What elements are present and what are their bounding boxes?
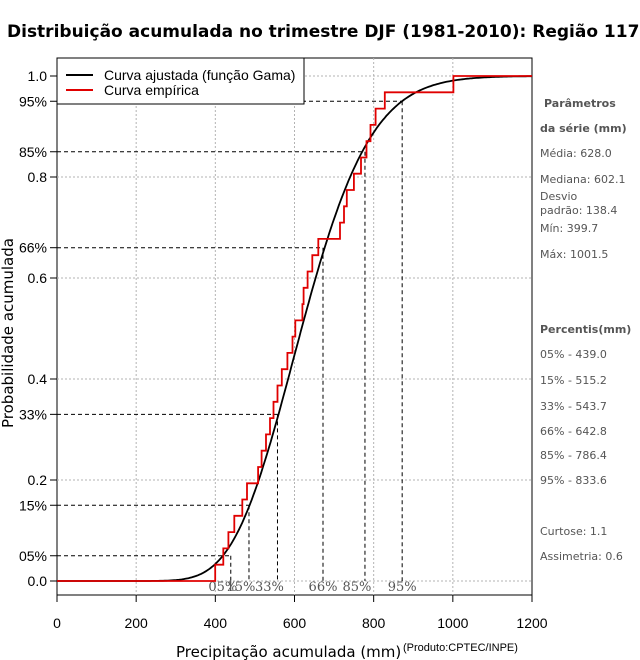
- x-tick-label: 1200: [516, 615, 547, 631]
- y-tick-label: 0.0: [28, 573, 48, 589]
- y-tick-label: 0.6: [28, 270, 48, 286]
- x-tick-label: 600: [283, 615, 307, 631]
- percentile-axis-label: 95%: [388, 580, 417, 595]
- percentil-66: 66% - 642.8: [540, 425, 607, 438]
- credit-text: (Produto:CPTEC/INPE): [403, 642, 518, 654]
- legend: Curva ajustada (função Gama) Curva empír…: [56, 57, 305, 105]
- percentile-axis-label: 85%: [343, 580, 372, 595]
- legend-label-empirical: Curva empírica: [104, 82, 199, 98]
- percentile-guides: 05%15% 33% 66% 85% 95%: [57, 100, 417, 595]
- y-tick-label: 1.0: [28, 68, 48, 84]
- percentil-85: 85% - 786.4: [540, 449, 607, 462]
- x-tick-label: 1000: [437, 615, 468, 631]
- percentil-15: 15% - 515.2: [540, 374, 607, 387]
- percentile-axis-label: 05%: [208, 580, 237, 595]
- x-axis-ticks: 0 200 400 600 800 1000 1200: [53, 595, 548, 631]
- y-tick-label: 85%: [19, 144, 47, 160]
- stat-min: Mín: 399.7: [540, 222, 598, 235]
- percentile-axis-label: 33%: [255, 580, 284, 595]
- x-tick-label: 800: [362, 615, 386, 631]
- percentis-title: Percentis(mm): [540, 323, 631, 336]
- x-tick-label: 400: [204, 615, 228, 631]
- y-axis-ticks: 0.0 05% 15% 0.2 33% 0.4 0.6 66% 0.8 85% 95% 1.0: [19, 68, 57, 589]
- y-tick-label: 0.2: [28, 472, 48, 488]
- y-tick-label: 05%: [19, 548, 47, 564]
- y-tick-label: 66%: [19, 240, 47, 256]
- stat-desvio-line1: Desvio: [540, 190, 578, 203]
- percentil-05: 05% - 439.0: [540, 348, 607, 361]
- stat-mediana: Mediana: 602.1: [540, 173, 625, 186]
- percentil-95: 95% - 833.6: [540, 474, 607, 487]
- stat-desvio-line2: padrão: 138.4: [540, 204, 617, 217]
- params-title-line1: Parâmetros: [544, 97, 616, 110]
- stats-panel: Parâmetros da série (mm) Média: 628.0 Me…: [540, 97, 631, 563]
- stat-assimetria: Assimetria: 0.6: [540, 550, 623, 563]
- y-tick-label: 95%: [19, 93, 47, 109]
- empirical-step-curve: [57, 75, 532, 582]
- series-layer: [57, 75, 532, 582]
- y-tick-label: 0.4: [28, 371, 48, 387]
- percentile-axis-label: 66%: [309, 580, 338, 595]
- y-tick-label: 0.8: [28, 169, 48, 185]
- x-tick-label: 200: [124, 615, 148, 631]
- chart-title: Distribuição acumulada no trimestre DJF …: [7, 22, 639, 42]
- percentil-33: 33% - 543.7: [540, 400, 607, 413]
- y-tick-label: 15%: [19, 497, 47, 513]
- legend-label-fitted: Curva ajustada (função Gama): [104, 67, 295, 83]
- legend-box: [56, 57, 305, 105]
- stat-max: Máx: 1001.5: [540, 248, 608, 261]
- percentile-axis-label: 15%: [227, 580, 256, 595]
- params-title-line2: da série (mm): [540, 122, 627, 135]
- x-axis-label: Precipitação acumulada (mm): [176, 643, 401, 660]
- stat-media: Média: 628.0: [540, 147, 612, 160]
- y-axis-label: Probabilidade acumulada: [0, 238, 17, 428]
- stat-curtose: Curtose: 1.1: [540, 525, 607, 538]
- y-tick-label: 33%: [19, 406, 47, 422]
- x-tick-label: 0: [53, 615, 61, 631]
